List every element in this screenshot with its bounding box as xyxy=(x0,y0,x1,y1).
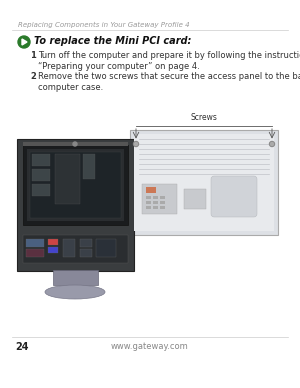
Circle shape xyxy=(134,142,139,147)
FancyBboxPatch shape xyxy=(63,239,75,257)
FancyBboxPatch shape xyxy=(80,249,92,257)
FancyBboxPatch shape xyxy=(23,142,128,146)
FancyBboxPatch shape xyxy=(48,239,58,245)
FancyBboxPatch shape xyxy=(153,206,158,209)
Text: Replacing Components in Your Gateway Profile 4: Replacing Components in Your Gateway Pro… xyxy=(18,22,190,28)
FancyBboxPatch shape xyxy=(23,235,128,263)
FancyBboxPatch shape xyxy=(32,184,50,196)
FancyBboxPatch shape xyxy=(17,139,134,271)
Text: 24: 24 xyxy=(15,342,28,352)
Circle shape xyxy=(73,142,77,146)
Text: 1: 1 xyxy=(30,51,36,60)
FancyBboxPatch shape xyxy=(80,239,92,247)
FancyBboxPatch shape xyxy=(160,206,165,209)
FancyBboxPatch shape xyxy=(26,249,44,257)
FancyBboxPatch shape xyxy=(146,196,151,199)
FancyBboxPatch shape xyxy=(32,169,50,181)
FancyBboxPatch shape xyxy=(83,154,95,179)
FancyBboxPatch shape xyxy=(153,196,158,199)
FancyBboxPatch shape xyxy=(48,247,58,253)
FancyBboxPatch shape xyxy=(146,206,151,209)
FancyBboxPatch shape xyxy=(23,145,128,225)
Circle shape xyxy=(134,142,137,146)
Circle shape xyxy=(18,36,30,48)
FancyBboxPatch shape xyxy=(160,201,165,204)
Polygon shape xyxy=(22,39,27,45)
Text: Remove the two screws that secure the access panel to the back of the
computer c: Remove the two screws that secure the ac… xyxy=(38,72,300,92)
FancyBboxPatch shape xyxy=(146,187,156,193)
FancyBboxPatch shape xyxy=(96,239,116,257)
FancyBboxPatch shape xyxy=(146,201,151,204)
FancyBboxPatch shape xyxy=(27,149,124,221)
Ellipse shape xyxy=(45,285,105,299)
Text: To replace the Mini PCI card:: To replace the Mini PCI card: xyxy=(34,36,191,46)
FancyBboxPatch shape xyxy=(184,189,206,209)
FancyBboxPatch shape xyxy=(134,134,274,231)
Text: Screws: Screws xyxy=(190,113,218,122)
Circle shape xyxy=(269,142,275,147)
FancyBboxPatch shape xyxy=(26,239,44,247)
FancyBboxPatch shape xyxy=(211,176,257,217)
FancyBboxPatch shape xyxy=(160,196,165,199)
Circle shape xyxy=(271,142,274,146)
Text: 2: 2 xyxy=(30,72,36,81)
Text: www.gateway.com: www.gateway.com xyxy=(111,342,189,351)
FancyBboxPatch shape xyxy=(130,130,278,235)
FancyBboxPatch shape xyxy=(30,152,121,218)
Text: Turn off the computer and prepare it by following the instructions in
“Preparing: Turn off the computer and prepare it by … xyxy=(38,51,300,71)
FancyBboxPatch shape xyxy=(142,184,177,214)
FancyBboxPatch shape xyxy=(55,154,80,204)
FancyBboxPatch shape xyxy=(53,270,98,285)
FancyBboxPatch shape xyxy=(153,201,158,204)
FancyBboxPatch shape xyxy=(32,154,50,166)
